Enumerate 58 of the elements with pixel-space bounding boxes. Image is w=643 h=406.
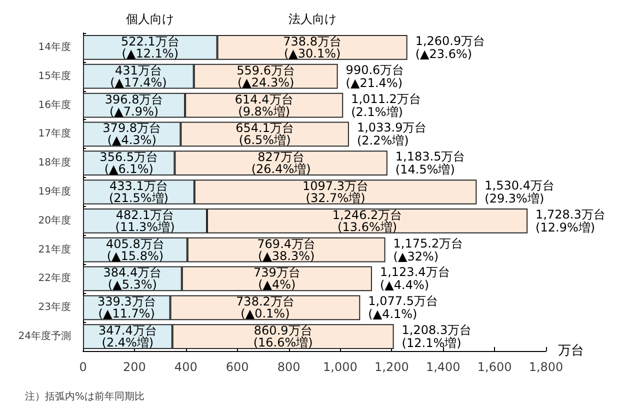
y-tick-label: 14年度 xyxy=(38,40,71,53)
data-label: 396.8万台 (▲7.9%) xyxy=(104,92,164,118)
total-label: 1,011.2万台 (2.1%増) xyxy=(351,92,421,119)
data-label: 482.1万台 (11.3%増) xyxy=(115,208,175,234)
x-tick-label: 1,200 xyxy=(374,360,409,374)
data-label: 384.4万台 (▲5.3%) xyxy=(103,266,162,292)
x-tick-label: 1,000 xyxy=(323,360,358,374)
total-label: 1,123.4万台 (▲4.4%) xyxy=(380,265,450,292)
data-label: 1,246.2万台 (13.6%増) xyxy=(332,208,402,234)
data-label: 405.8万台 (▲15.8%) xyxy=(106,236,164,263)
total-label: 1,728.3万台 (12.9%増) xyxy=(536,207,606,234)
total-label: 1,175.2万台 (▲32%) xyxy=(393,236,464,264)
y-tick-label: 15年度 xyxy=(38,70,71,82)
series-label: 個人向け xyxy=(126,12,174,26)
y-tick-label: 23年度 xyxy=(38,301,71,314)
y-tick-label: 17年度 xyxy=(38,128,71,140)
y-tick-label: 22年度 xyxy=(38,272,71,284)
data-label: 339.3万台 (▲11.7%) xyxy=(97,294,156,321)
data-label: 559.6万台 (▲24.3%) xyxy=(236,63,296,90)
data-label: 522.1万台 (▲12.1%) xyxy=(120,34,180,60)
data-label: 860.9万台 (16.6%増) xyxy=(253,324,313,350)
total-label: 1,033.9万台 (2.2%増) xyxy=(356,120,427,148)
data-label: 827万台 (26.4%増) xyxy=(251,150,311,176)
data-label: 379.8万台 (▲4.3%) xyxy=(102,121,162,148)
y-tick-label: 18年度 xyxy=(38,156,71,169)
total-label: 1,260.9万台 (▲23.6%) xyxy=(415,34,486,61)
total-label: 1,530.4万台 (29.3%増) xyxy=(484,178,554,206)
data-label: 654.1万台 (6.5%増) xyxy=(236,121,294,148)
x-axis-title: 万台 xyxy=(558,344,584,358)
data-label: 738.8万台 (▲30.1%) xyxy=(283,34,342,60)
data-label: 356.5万台 (▲6.1%) xyxy=(100,150,158,176)
data-label: 614.4万台 (9.8%増) xyxy=(234,92,294,118)
y-tick-label: 19年度 xyxy=(38,186,71,198)
x-tick-label: 0 xyxy=(79,360,87,374)
x-tick-label: 1,800 xyxy=(528,360,564,374)
data-label: 769.4万台 (▲38.3%) xyxy=(257,236,316,263)
total-label: 990.6万台 (▲21.4%) xyxy=(346,62,404,90)
y-tick-label: 24年度予測 xyxy=(18,330,71,342)
text: 注）括弧内%は前年同期比 xyxy=(25,390,145,402)
y-tick-label: 21年度 xyxy=(38,243,71,256)
data-label: 431万台 (▲17.4%) xyxy=(110,63,167,90)
data-label: 347.4万台 (2.4%増) xyxy=(98,324,157,350)
x-tick-label: 1,400 xyxy=(426,360,460,374)
y-tick-label: 16年度 xyxy=(38,98,71,111)
series-label: 法人向け xyxy=(288,12,336,26)
data-label: 433.1万台 (21.5%増) xyxy=(108,179,168,205)
total-label: 1,208.3万台 (12.1%増) xyxy=(402,323,472,350)
x-tick-label: 800 xyxy=(277,360,300,374)
total-label: 1,077.5万台 (▲4.1%) xyxy=(368,294,438,322)
x-tick-label: 400 xyxy=(174,360,198,374)
total-label: 1,183.5万台 (14.5%増) xyxy=(395,150,466,177)
data-label: 1097.3万台 (32.7%増) xyxy=(302,179,369,205)
x-tick-label: 1,600 xyxy=(477,360,512,374)
y-tick-label: 20年度 xyxy=(38,214,71,226)
x-tick-label: 600 xyxy=(226,360,249,374)
x-tick-label: 200 xyxy=(122,360,146,374)
data-label: 738.2万台 (▲0.1%) xyxy=(236,294,294,321)
data-label: 739万台 (▲4%) xyxy=(253,266,300,292)
